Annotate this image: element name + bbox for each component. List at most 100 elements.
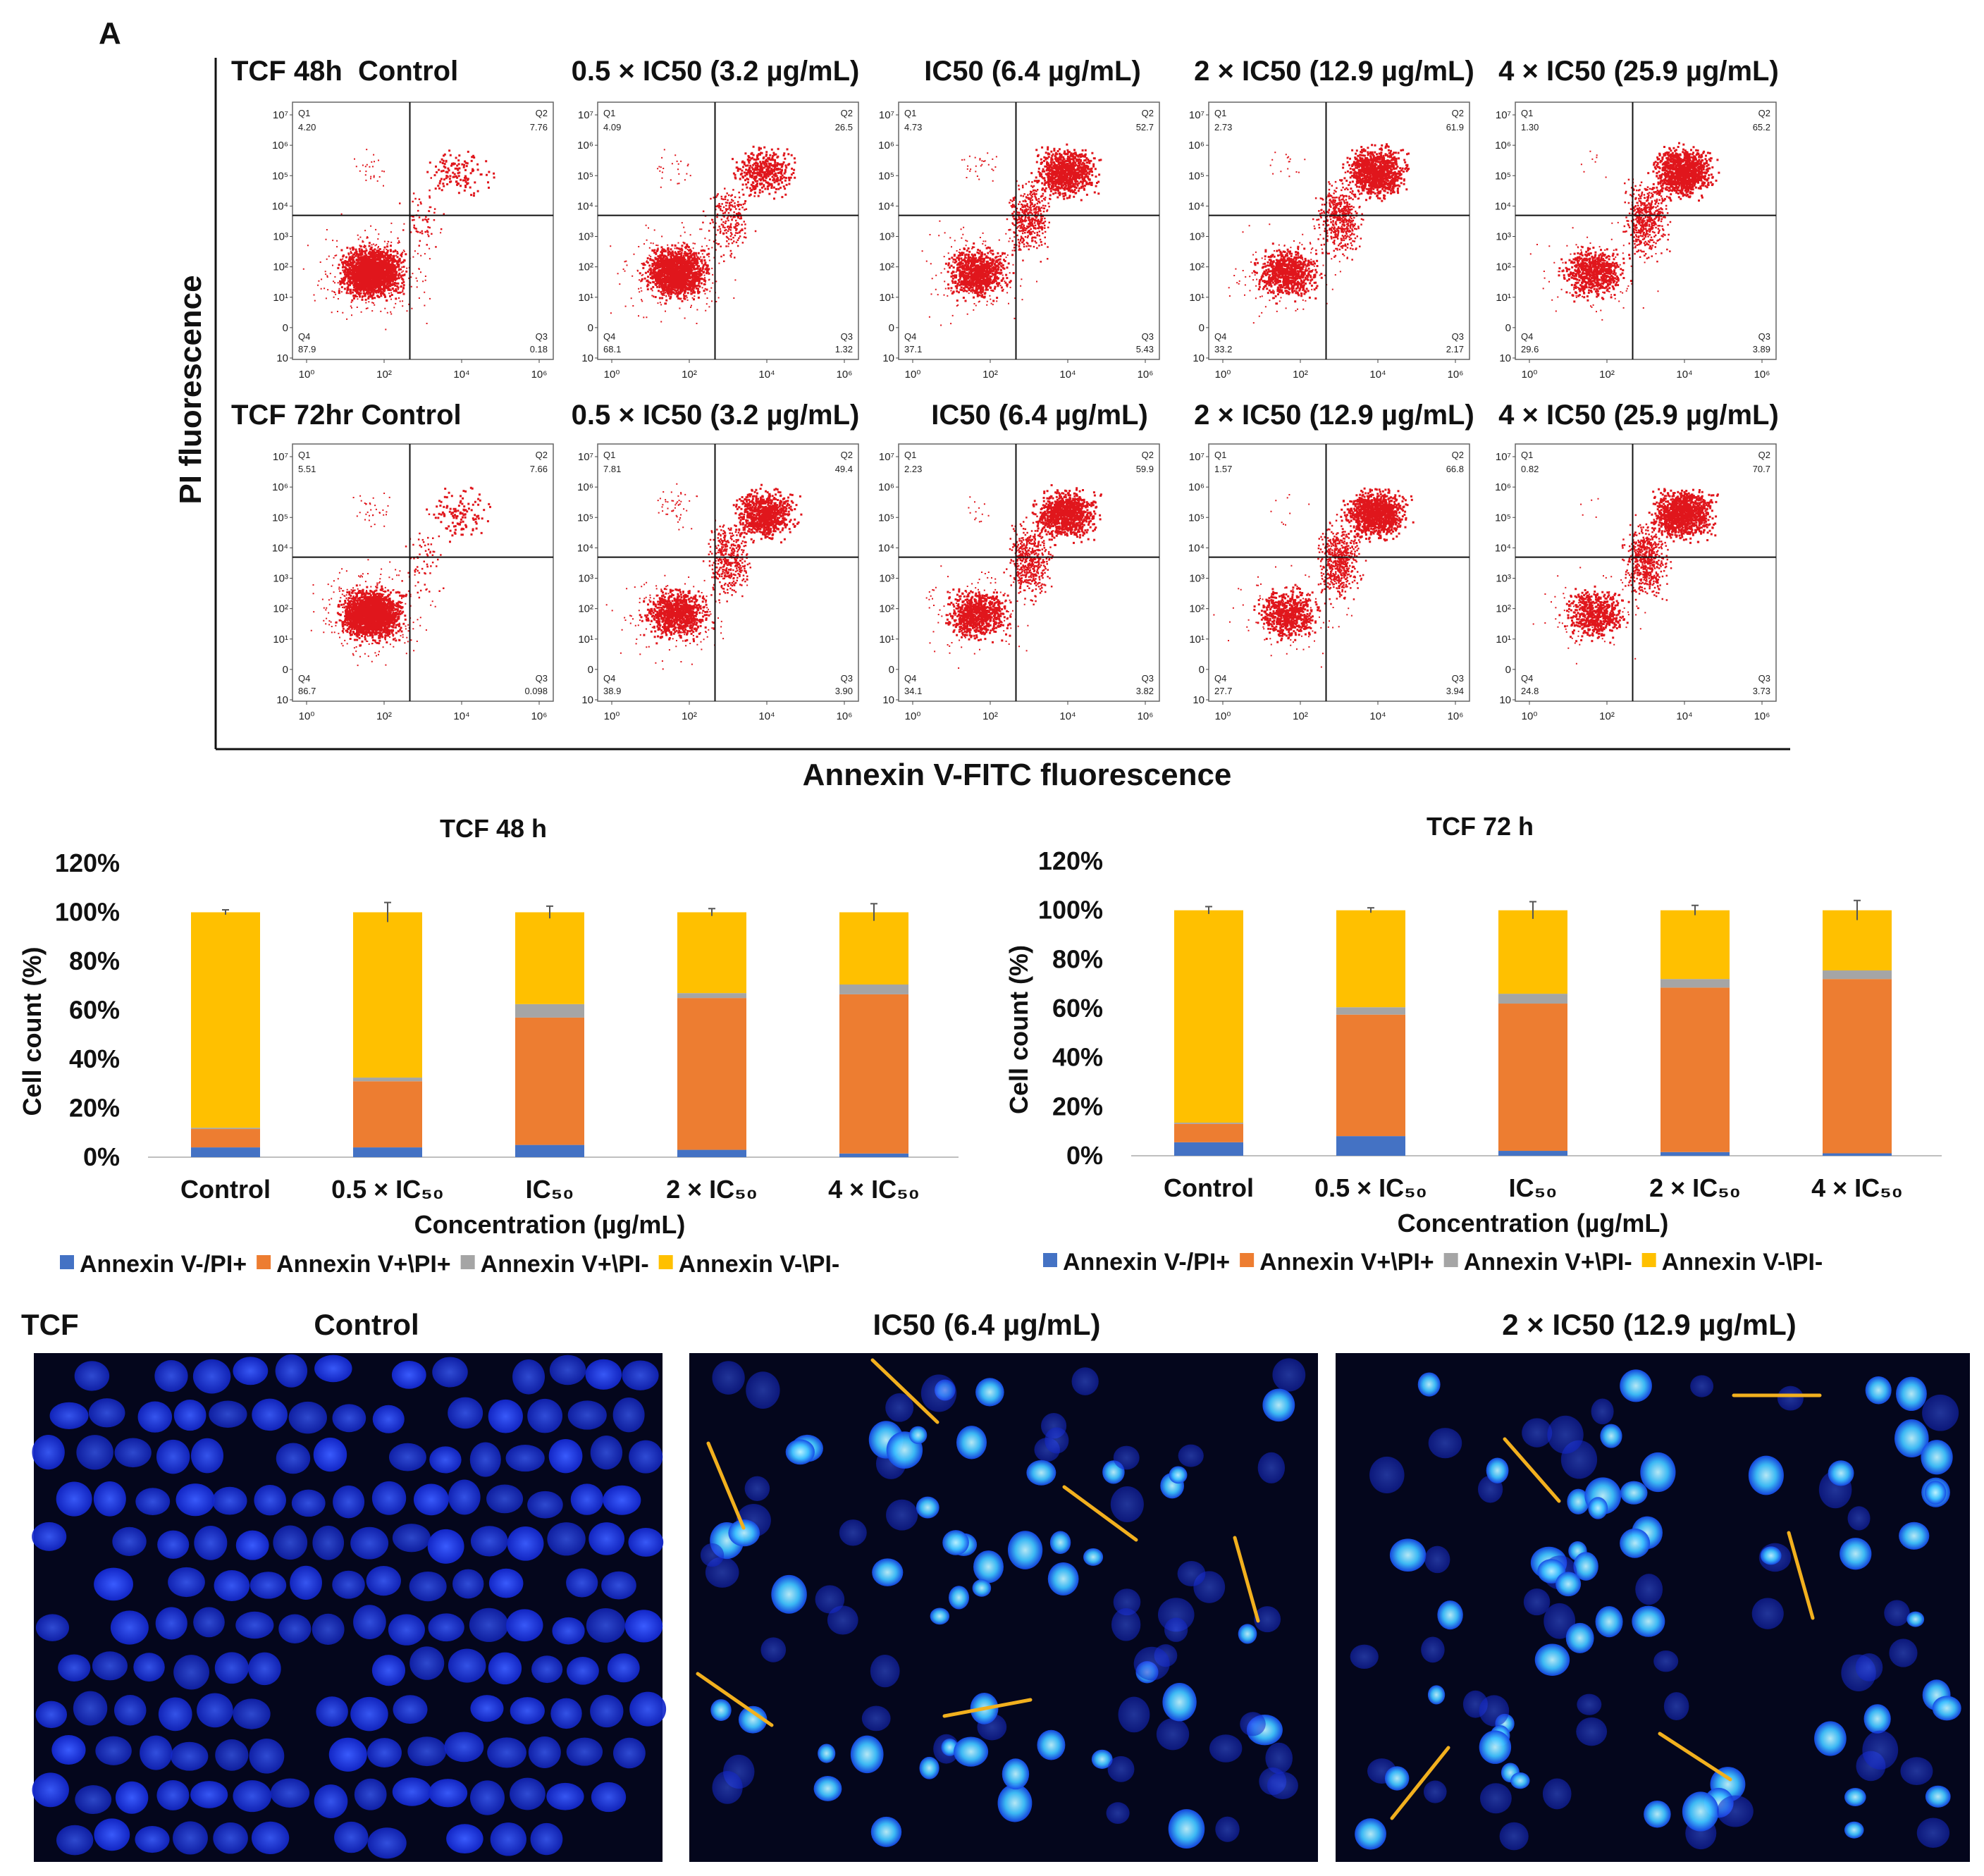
x-tick-label: 10⁶ xyxy=(1448,369,1464,381)
dot-cloud xyxy=(1213,487,1415,668)
category-label: IC₅₀ xyxy=(1509,1173,1558,1202)
quadrant-label: Q3 xyxy=(1452,673,1464,684)
x-tick-label: 10⁶ xyxy=(1138,710,1154,722)
y-tick-label: 10 xyxy=(882,352,894,364)
y-tick-label: 10² xyxy=(273,261,288,273)
y-tick-label: 10² xyxy=(1496,603,1511,615)
x-tick-label: 10⁶ xyxy=(1754,710,1770,722)
flow-plot-72h-1: Q1 5.51 Q2 7.66 Q4 86.7 Q3 0.098 10⁷ 10⁶ 10⁵ 10⁴ 10³… xyxy=(272,443,554,722)
quadrant-label: Q2 xyxy=(1452,108,1464,118)
y-tick-label: 10 xyxy=(1193,352,1204,364)
micro-panels xyxy=(32,1353,1970,1862)
y-tick-label: 10⁶ xyxy=(1188,481,1204,493)
y-tick-label: 80% xyxy=(69,946,120,975)
bar-chart-72h: TCF 72 h 0% 20% 40% 60% 80% 100% 120% Cell count… xyxy=(1004,812,1942,1276)
y-tick-label: 10² xyxy=(879,261,894,273)
x-tick-label: 10⁴ xyxy=(453,369,469,381)
quadrant-label: Q1 xyxy=(1214,108,1226,118)
micro-title-2ic50: 2 × IC50 (12.9 µg/mL) xyxy=(1502,1308,1797,1341)
quadrant-label: Q4 xyxy=(1214,673,1226,684)
y-tick-label: 10⁷ xyxy=(578,109,593,121)
dot-cloud xyxy=(310,486,491,667)
x-tick-label: 10⁰ xyxy=(1522,369,1538,381)
annotation-line xyxy=(1658,1732,1732,1782)
y-tick-label: 10¹ xyxy=(1496,634,1511,646)
x-tick-label: 10⁶ xyxy=(1754,369,1770,381)
dot-cloud xyxy=(925,484,1102,669)
legend-swatch xyxy=(658,1255,673,1269)
y-tick-label: 10⁶ xyxy=(878,140,894,152)
bar-segment xyxy=(1823,910,1892,971)
quadrant-label: 0.82 xyxy=(1521,464,1539,474)
flow-y-axis-label: PI fluorescence xyxy=(173,275,208,504)
y-axis-label: Cell count (%) xyxy=(1004,945,1033,1114)
bar-segment xyxy=(677,993,746,999)
quadrant-label: 24.8 xyxy=(1521,686,1539,696)
legend-entry: Annexin V-/PI+ xyxy=(1063,1249,1230,1276)
y-tick-label: 0% xyxy=(83,1142,120,1171)
x-tick-label: 10² xyxy=(376,710,392,722)
y-tick-label: 10⁵ xyxy=(272,170,288,182)
bar-segment xyxy=(1823,1153,1892,1156)
quadrant-label: 38.9 xyxy=(603,686,621,696)
x-tick-label: 10⁰ xyxy=(299,369,315,381)
y-tick-label: 10⁷ xyxy=(1496,109,1511,121)
y-tick-label: 120% xyxy=(55,848,120,877)
y-tick-label: 10⁵ xyxy=(1495,512,1511,524)
y-tick-label: 10⁶ xyxy=(577,140,593,152)
quadrant-label: 70.7 xyxy=(1753,464,1770,474)
y-tick-label: 0 xyxy=(889,664,894,676)
bar-segment xyxy=(353,912,422,1078)
y-tick-label: 10⁵ xyxy=(1188,512,1204,524)
quadrant-label: Q4 xyxy=(904,331,916,342)
quadrant-label: 65.2 xyxy=(1753,122,1770,132)
x-tick-label: 10² xyxy=(1599,710,1615,722)
y-tick-label: 10³ xyxy=(879,231,894,243)
y-tick-label: 10² xyxy=(578,603,593,615)
bar-segment xyxy=(1660,987,1730,1152)
x-tick-label: 10² xyxy=(982,369,998,381)
x-tick-label: 10² xyxy=(376,369,392,381)
flow-plot-72h-3: Q1 2.23 Q2 59.9 Q4 34.1 Q3 3.82 10⁷ 10⁶ 10⁵ 10⁴ 10³ 1… xyxy=(878,443,1160,722)
legend-entry: Annexin V-\PI- xyxy=(1662,1249,1823,1276)
quadrant-label: 1.30 xyxy=(1521,122,1539,132)
flow-plot-48h-3: Q1 4.73 Q2 52.7 Q4 37.1 Q3 5.43 10⁷ 10⁶ 10⁵ 10⁴ 10³ 1… xyxy=(878,101,1160,381)
quadrant-label: Q1 xyxy=(1214,450,1226,460)
x-tick-label: 10⁴ xyxy=(758,369,775,381)
annotation-line xyxy=(1233,1536,1260,1623)
quadrant-label: Q2 xyxy=(1758,108,1770,118)
y-tick-label: 10² xyxy=(1496,261,1511,273)
bar-segment xyxy=(191,1129,260,1148)
bar-segment xyxy=(1336,1014,1405,1137)
chart-title: TCF 72 h xyxy=(1427,812,1534,841)
bar-segment xyxy=(1660,910,1730,980)
y-tick-label: 10 xyxy=(1499,694,1511,706)
x-tick-label: 10² xyxy=(1293,369,1308,381)
x-tick-label: 10⁴ xyxy=(453,710,469,722)
quadrant-label: Q3 xyxy=(841,331,853,342)
x-tick-label: 10² xyxy=(682,369,697,381)
y-axis-label: Cell count (%) xyxy=(18,947,47,1116)
bar-segment xyxy=(1498,910,1567,994)
x-tick-label: 10² xyxy=(1599,369,1615,381)
y-tick-label: 10⁶ xyxy=(272,481,288,493)
y-tick-label: 10 xyxy=(276,352,288,364)
quadrant-label: Q2 xyxy=(841,450,853,460)
quadrant-label: Q2 xyxy=(1452,450,1464,460)
y-tick-label: 10³ xyxy=(1189,573,1204,585)
x-tick-label: 10⁰ xyxy=(905,369,921,381)
quadrant-label: Q1 xyxy=(603,450,615,460)
y-tick-label: 10⁷ xyxy=(1189,451,1204,463)
y-tick-label: 10³ xyxy=(578,573,593,585)
flow-plot-48h-5: Q1 1.30 Q2 65.2 Q4 29.6 Q3 3.89 10⁷ 10⁶ 10⁵ 10⁴ 10³ 1… xyxy=(1495,101,1777,381)
y-tick-label: 20% xyxy=(1052,1092,1103,1121)
legend-swatch xyxy=(1641,1253,1656,1267)
quadrant-label: Q2 xyxy=(536,450,548,460)
nuclei xyxy=(32,1354,667,1859)
legend: Annexin V-/PI+ Annexin V+\PI+ Annexin V+\P… xyxy=(1043,1249,1823,1276)
y-tick-label: 10 xyxy=(581,352,593,364)
quadrant-label: Q3 xyxy=(1142,673,1154,684)
y-tick-label: 10 xyxy=(581,694,593,706)
y-tick-label: 10 xyxy=(882,694,894,706)
x-tick-label: 10⁰ xyxy=(1522,710,1538,722)
